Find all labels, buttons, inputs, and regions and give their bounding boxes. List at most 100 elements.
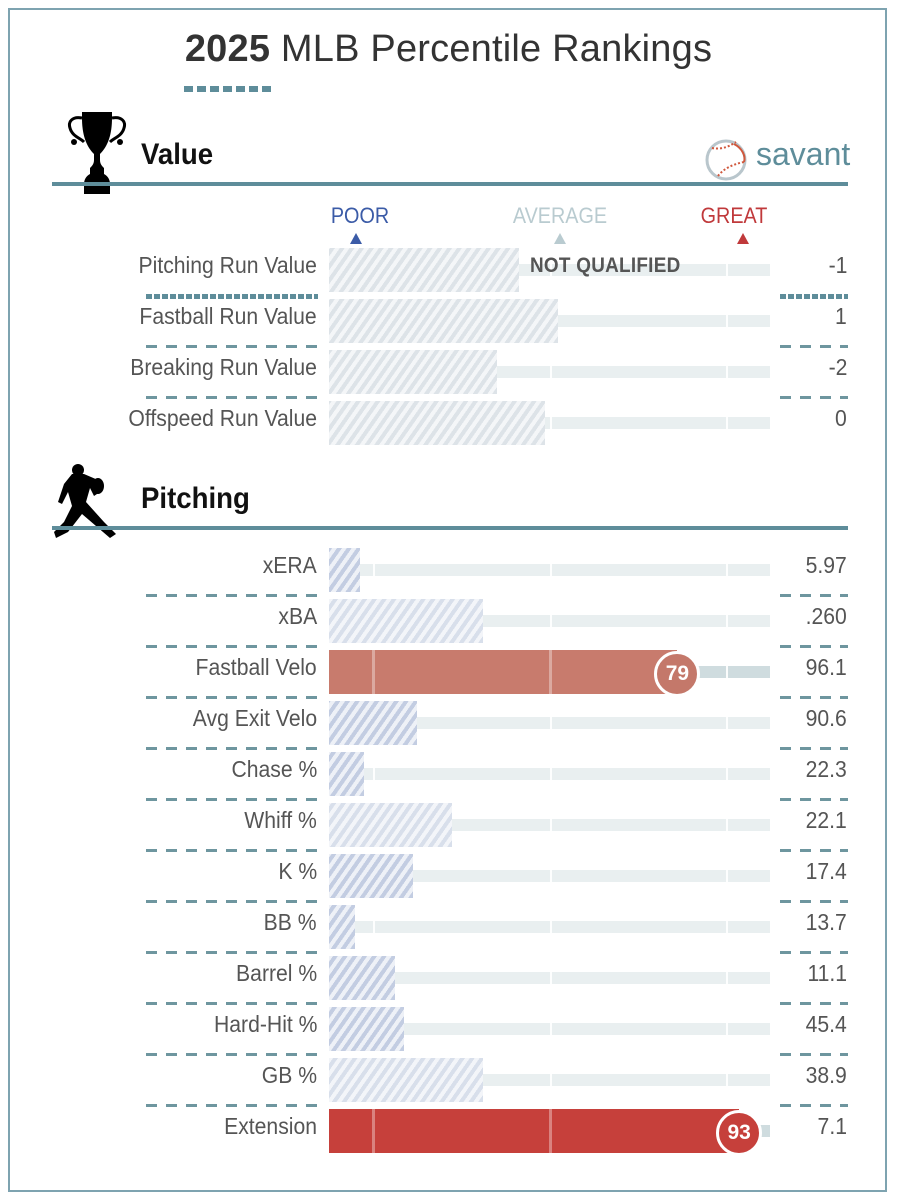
row-separator	[780, 798, 848, 801]
title-underline	[184, 86, 274, 92]
metric-row[interactable]: Chase % 22.3	[0, 750, 897, 800]
percentile-bar[interactable]	[329, 701, 418, 745]
percentile-bar[interactable]	[329, 248, 519, 292]
percentile-bar[interactable]	[329, 752, 365, 796]
percentile-bubble: 79	[654, 651, 701, 697]
track-tick	[373, 564, 376, 576]
row-separator	[780, 345, 848, 348]
percentile-bar[interactable]	[329, 905, 356, 949]
track-tick	[725, 417, 728, 429]
row-separator	[780, 396, 848, 399]
track-tick	[549, 921, 552, 933]
metric-row[interactable]: Fastball Run Value 1	[0, 297, 897, 347]
row-separator	[146, 1002, 318, 1005]
metric-value: 17.4	[805, 858, 847, 884]
track-tick	[549, 1023, 552, 1035]
percentile-bar[interactable]	[329, 1109, 740, 1153]
row-separator	[146, 594, 318, 597]
metric-row[interactable]: Extension 93 7.1	[0, 1107, 897, 1157]
row-separator	[146, 396, 318, 399]
percentile-bar[interactable]	[329, 401, 546, 445]
row-separator	[146, 345, 318, 348]
track-tick	[549, 366, 552, 378]
percentile-bar[interactable]	[329, 548, 360, 592]
track-tick	[725, 264, 728, 276]
metric-value: .260	[805, 603, 847, 629]
metric-label: Extension	[224, 1113, 317, 1139]
metric-row[interactable]: Breaking Run Value -2	[0, 348, 897, 398]
metric-label: GB %	[261, 1062, 317, 1088]
legend-average: AVERAGE	[512, 203, 608, 228]
track-tick	[725, 921, 728, 933]
row-separator	[146, 900, 318, 903]
row-separator	[146, 696, 318, 699]
metric-label: Pitching Run Value	[138, 252, 317, 278]
metric-row[interactable]: xBA .260	[0, 597, 897, 647]
row-separator	[146, 294, 318, 299]
metric-row[interactable]: Pitching Run Value NOT QUALIFIED -1	[0, 246, 897, 296]
metric-label: Fastball Velo	[195, 654, 317, 680]
metric-row[interactable]: BB % 13.7	[0, 903, 897, 953]
legend-poor: POOR	[330, 203, 390, 228]
percentile-bar[interactable]	[329, 599, 484, 643]
pitcher-icon	[54, 464, 116, 538]
track-tick	[725, 1023, 728, 1035]
row-separator	[780, 594, 848, 597]
metric-row[interactable]: Fastball Velo 79 96.1	[0, 648, 897, 698]
percentile-bar[interactable]	[329, 1007, 404, 1051]
metric-label: Avg Exit Velo	[192, 705, 317, 731]
savant-wordmark: savant	[756, 136, 851, 172]
section-title-value: Value	[141, 138, 214, 171]
metric-row[interactable]: Barrel % 11.1	[0, 954, 897, 1004]
track-tick	[373, 768, 376, 780]
baseball-icon	[705, 139, 747, 181]
percentile-bar[interactable]	[329, 956, 396, 1000]
metric-value: 90.6	[805, 705, 847, 731]
metric-row[interactable]: GB % 38.9	[0, 1056, 897, 1106]
metric-label: Offspeed Run Value	[128, 405, 317, 431]
metric-row[interactable]: Hard-Hit % 45.4	[0, 1005, 897, 1055]
metric-value: 96.1	[805, 654, 847, 680]
percentile-bar[interactable]	[329, 1058, 484, 1102]
track-tick	[725, 717, 728, 729]
row-separator	[780, 951, 848, 954]
track-tick	[725, 1074, 728, 1086]
metric-row[interactable]: K % 17.4	[0, 852, 897, 902]
row-separator	[146, 951, 318, 954]
row-separator	[780, 1002, 848, 1005]
legend-great-marker	[737, 233, 749, 244]
metric-label: xBA	[278, 603, 317, 629]
row-separator	[780, 294, 848, 299]
track-tick	[725, 615, 728, 627]
metric-value: 13.7	[805, 909, 847, 935]
track-tick	[725, 768, 728, 780]
section-title-pitching: Pitching	[141, 482, 250, 515]
percentile-bar[interactable]	[329, 350, 497, 394]
row-separator	[780, 900, 848, 903]
track-tick	[725, 315, 728, 327]
metric-label: Fastball Run Value	[139, 303, 317, 329]
track-tick	[725, 366, 728, 378]
metric-row[interactable]: Avg Exit Velo 90.6	[0, 699, 897, 749]
metric-value: 38.9	[805, 1062, 847, 1088]
page-title: 2025 MLB Percentile Rankings	[0, 28, 897, 71]
percentile-bar[interactable]	[329, 299, 559, 343]
percentile-bar[interactable]	[329, 803, 453, 847]
savant-logo[interactable]: savant	[704, 136, 850, 184]
track-tick	[725, 870, 728, 882]
metric-row[interactable]: Whiff % 22.1	[0, 801, 897, 851]
metric-row[interactable]: xERA 5.97	[0, 546, 897, 596]
value-section-rule	[52, 182, 848, 186]
track-tick	[549, 768, 552, 780]
track-tick	[725, 564, 728, 576]
percentile-bar[interactable]	[329, 854, 413, 898]
metric-row[interactable]: Offspeed Run Value 0	[0, 399, 897, 449]
percentile-bar[interactable]	[329, 650, 678, 694]
track-tick	[549, 972, 552, 984]
row-separator	[780, 747, 848, 750]
metric-value: 7.1	[817, 1113, 847, 1139]
metric-value: 0	[835, 405, 847, 431]
metric-value: 11.1	[807, 960, 847, 986]
row-separator	[780, 1104, 848, 1107]
metric-label: BB %	[264, 909, 317, 935]
